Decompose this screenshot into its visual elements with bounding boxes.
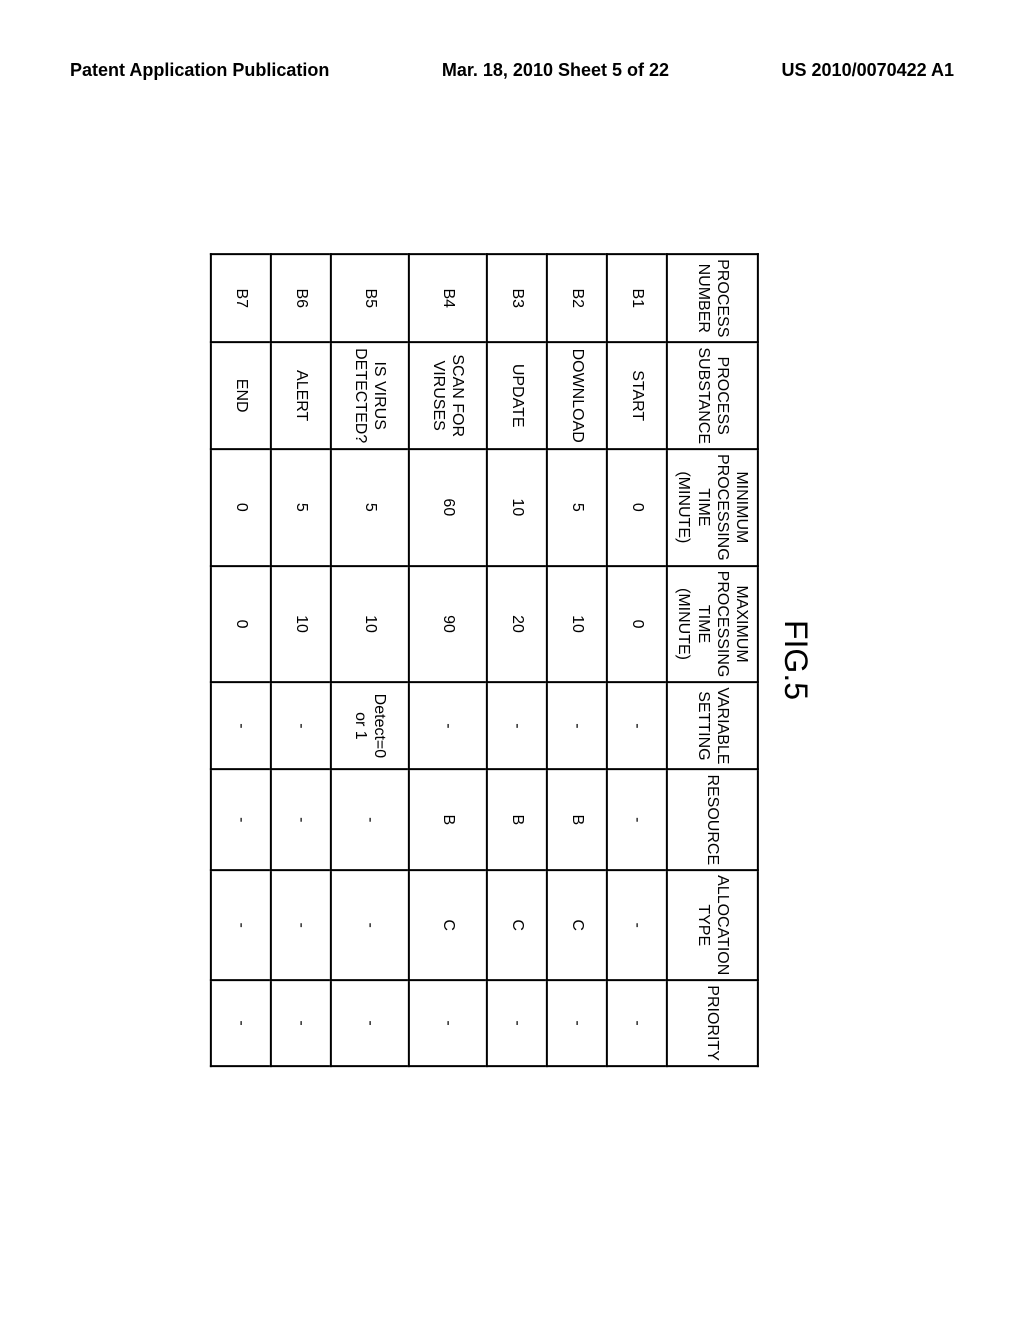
col-header-variable-setting: VARIABLESETTING <box>667 682 758 769</box>
header-left: Patent Application Publication <box>70 60 329 81</box>
cell-process-substance: DOWNLOAD <box>547 342 607 449</box>
cell-resource: - <box>271 769 331 870</box>
cell-min-processing: 5 <box>331 449 409 566</box>
cell-resource: B <box>487 769 547 870</box>
cell-process-substance: IS VIRUSDETECTED? <box>331 342 409 449</box>
cell-min-processing: 10 <box>487 449 547 566</box>
cell-process-number: B5 <box>331 254 409 342</box>
cell-allocation-type: - <box>331 870 409 980</box>
col-header-process-substance: PROCESSSUBSTANCE <box>667 342 758 449</box>
cell-process-substance: SCAN FORVIRUSES <box>409 342 487 449</box>
cell-variable-setting: - <box>211 682 271 769</box>
cell-variable-setting: - <box>409 682 487 769</box>
cell-min-processing: 5 <box>547 449 607 566</box>
table-row: B7END00---- <box>211 254 271 1066</box>
col-header-priority: PRIORITY <box>667 980 758 1066</box>
table-row: B3UPDATE1020-BC- <box>487 254 547 1066</box>
cell-allocation-type: - <box>607 870 667 980</box>
cell-variable-setting: - <box>487 682 547 769</box>
cell-min-processing: 5 <box>271 449 331 566</box>
cell-max-processing: 90 <box>409 566 487 683</box>
cell-priority: - <box>547 980 607 1066</box>
table-header-row: PROCESSNUMBER PROCESSSUBSTANCE MINIMUMPR… <box>667 254 758 1066</box>
cell-max-processing: 0 <box>607 566 667 683</box>
cell-process-substance: UPDATE <box>487 342 547 449</box>
cell-resource: B <box>409 769 487 870</box>
cell-allocation-type: - <box>211 870 271 980</box>
cell-min-processing: 0 <box>211 449 271 566</box>
cell-process-number: B7 <box>211 254 271 342</box>
cell-priority: - <box>409 980 487 1066</box>
cell-resource: - <box>331 769 409 870</box>
table-body: B1START00----B2DOWNLOAD510-BC-B3UPDATE10… <box>211 254 667 1066</box>
cell-min-processing: 0 <box>607 449 667 566</box>
figure-container: FIG.5 PROCESSNUMBER PROCESSSUBSTANCE MIN… <box>210 253 814 1067</box>
table-row: B2DOWNLOAD510-BC- <box>547 254 607 1066</box>
col-header-process-number: PROCESSNUMBER <box>667 254 758 342</box>
col-header-max-processing: MAXIMUMPROCESSINGTIME (MINUTE) <box>667 566 758 683</box>
cell-priority: - <box>607 980 667 1066</box>
cell-allocation-type: C <box>547 870 607 980</box>
cell-allocation-type: C <box>409 870 487 980</box>
cell-priority: - <box>211 980 271 1066</box>
cell-resource: - <box>607 769 667 870</box>
table-row: B4SCAN FORVIRUSES6090-BC- <box>409 254 487 1066</box>
cell-process-number: B3 <box>487 254 547 342</box>
cell-min-processing: 60 <box>409 449 487 566</box>
cell-allocation-type: C <box>487 870 547 980</box>
cell-variable-setting: Detect=0or 1 <box>331 682 409 769</box>
cell-process-number: B1 <box>607 254 667 342</box>
cell-max-processing: 0 <box>211 566 271 683</box>
cell-variable-setting: - <box>547 682 607 769</box>
figure-label: FIG.5 <box>777 253 814 1067</box>
cell-process-substance: START <box>607 342 667 449</box>
cell-resource: B <box>547 769 607 870</box>
cell-variable-setting: - <box>607 682 667 769</box>
cell-process-substance: ALERT <box>271 342 331 449</box>
table-row: B1START00---- <box>607 254 667 1066</box>
process-table: PROCESSNUMBER PROCESSSUBSTANCE MINIMUMPR… <box>210 253 759 1067</box>
cell-allocation-type: - <box>271 870 331 980</box>
col-header-resource: RESOURCE <box>667 769 758 870</box>
cell-resource: - <box>211 769 271 870</box>
header-center: Mar. 18, 2010 Sheet 5 of 22 <box>442 60 669 81</box>
table-row: B6ALERT510---- <box>271 254 331 1066</box>
col-header-min-processing: MINIMUMPROCESSINGTIME (MINUTE) <box>667 449 758 566</box>
cell-process-number: B2 <box>547 254 607 342</box>
page-header: Patent Application Publication Mar. 18, … <box>0 60 1024 81</box>
cell-max-processing: 10 <box>271 566 331 683</box>
cell-variable-setting: - <box>271 682 331 769</box>
col-header-allocation-type: ALLOCATIONTYPE <box>667 870 758 980</box>
header-right: US 2010/0070422 A1 <box>782 60 954 81</box>
cell-priority: - <box>487 980 547 1066</box>
cell-priority: - <box>331 980 409 1066</box>
cell-max-processing: 20 <box>487 566 547 683</box>
cell-priority: - <box>271 980 331 1066</box>
cell-process-number: B4 <box>409 254 487 342</box>
cell-process-substance: END <box>211 342 271 449</box>
cell-process-number: B6 <box>271 254 331 342</box>
table-row: B5IS VIRUSDETECTED?510Detect=0or 1--- <box>331 254 409 1066</box>
cell-max-processing: 10 <box>547 566 607 683</box>
cell-max-processing: 10 <box>331 566 409 683</box>
